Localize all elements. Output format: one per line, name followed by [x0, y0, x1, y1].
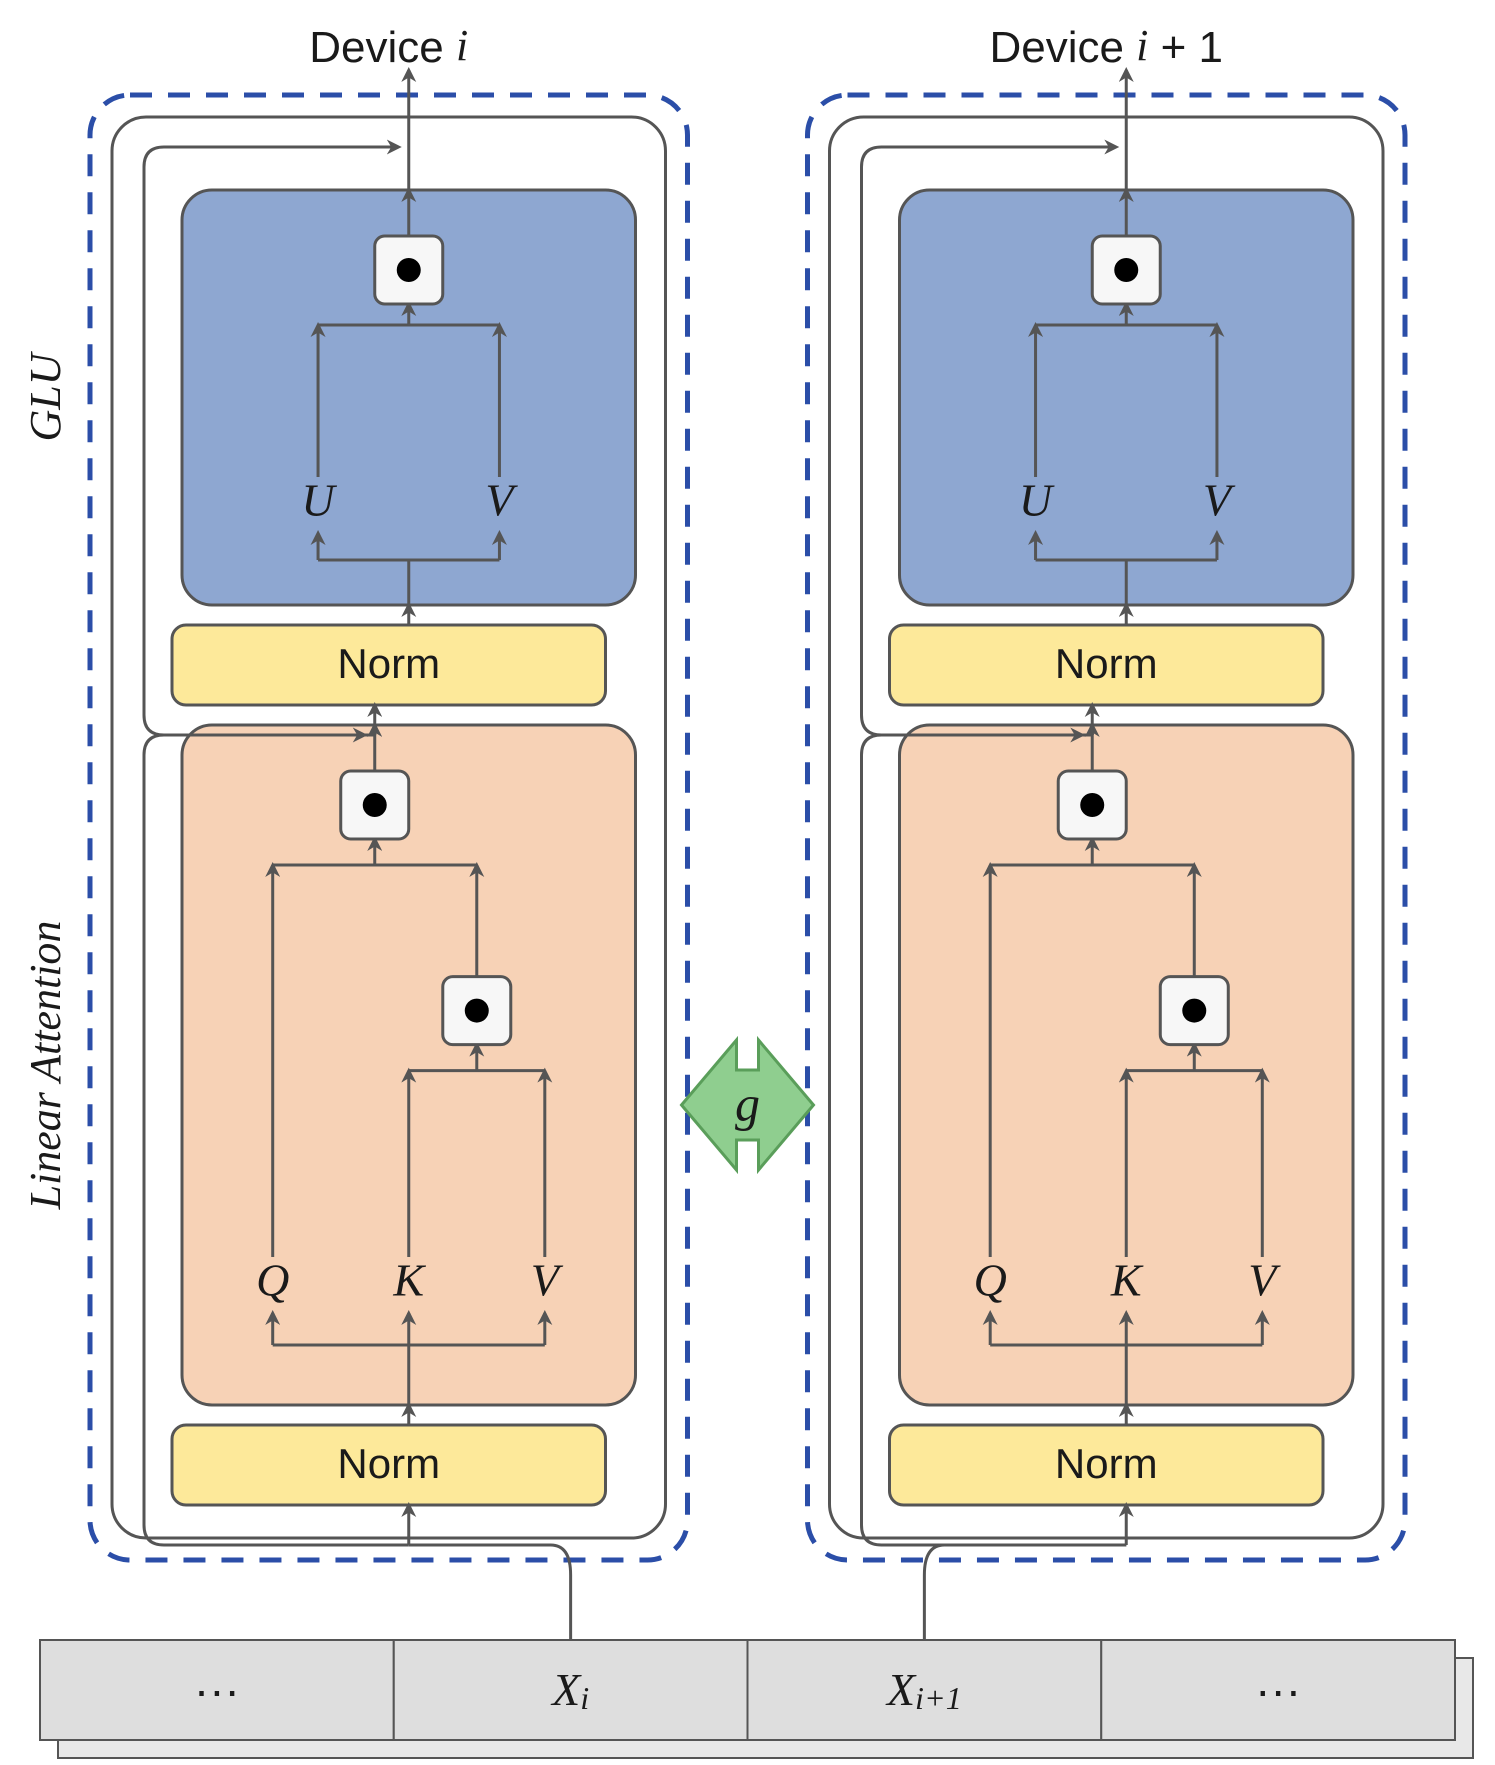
svg-text:···: ···	[194, 1664, 240, 1716]
norm-label: Norm	[1055, 1440, 1158, 1487]
attn-var-v: V	[1248, 1255, 1281, 1306]
attn-var-q: Q	[256, 1255, 289, 1306]
attn-var-k: K	[1110, 1255, 1144, 1306]
glu-var-v: V	[485, 475, 518, 526]
side-label-attention: Linear Attention	[21, 921, 70, 1211]
device-title: Device i + 1	[989, 21, 1223, 72]
norm-label: Norm	[337, 640, 440, 687]
attn-var-v: V	[531, 1255, 564, 1306]
side-label-glu: GLU	[21, 350, 70, 441]
glu-var-u: U	[301, 475, 337, 526]
norm-label: Norm	[337, 1440, 440, 1487]
device-column-1: Device i + 1 Norm Q K V Norm U V	[808, 21, 1406, 1640]
glu-var-v: V	[1203, 475, 1236, 526]
communication-label: g	[735, 1075, 760, 1131]
device-column-0: Device i Norm Q K V Norm U V	[90, 21, 688, 1640]
svg-text:···: ···	[1255, 1664, 1301, 1716]
device-title: Device i	[309, 21, 468, 72]
attn-var-q: Q	[974, 1255, 1007, 1306]
glu-var-u: U	[1019, 475, 1055, 526]
norm-label: Norm	[1055, 640, 1158, 687]
attn-var-k: K	[392, 1255, 426, 1306]
